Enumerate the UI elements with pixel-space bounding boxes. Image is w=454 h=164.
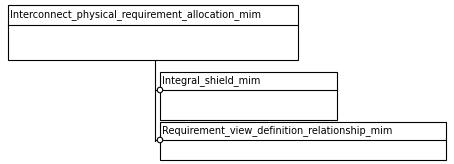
Bar [160, 72, 337, 120]
Ellipse shape [157, 137, 163, 143]
Text: Interconnect_physical_requirement_allocation_mim: Interconnect_physical_requirement_alloca… [10, 10, 261, 20]
Text: Requirement_view_definition_relationship_mim: Requirement_view_definition_relationship… [162, 126, 393, 136]
Bar [160, 122, 446, 160]
Ellipse shape [157, 87, 163, 93]
Bar [8, 5, 298, 60]
Text: Integral_shield_mim: Integral_shield_mim [162, 76, 261, 86]
